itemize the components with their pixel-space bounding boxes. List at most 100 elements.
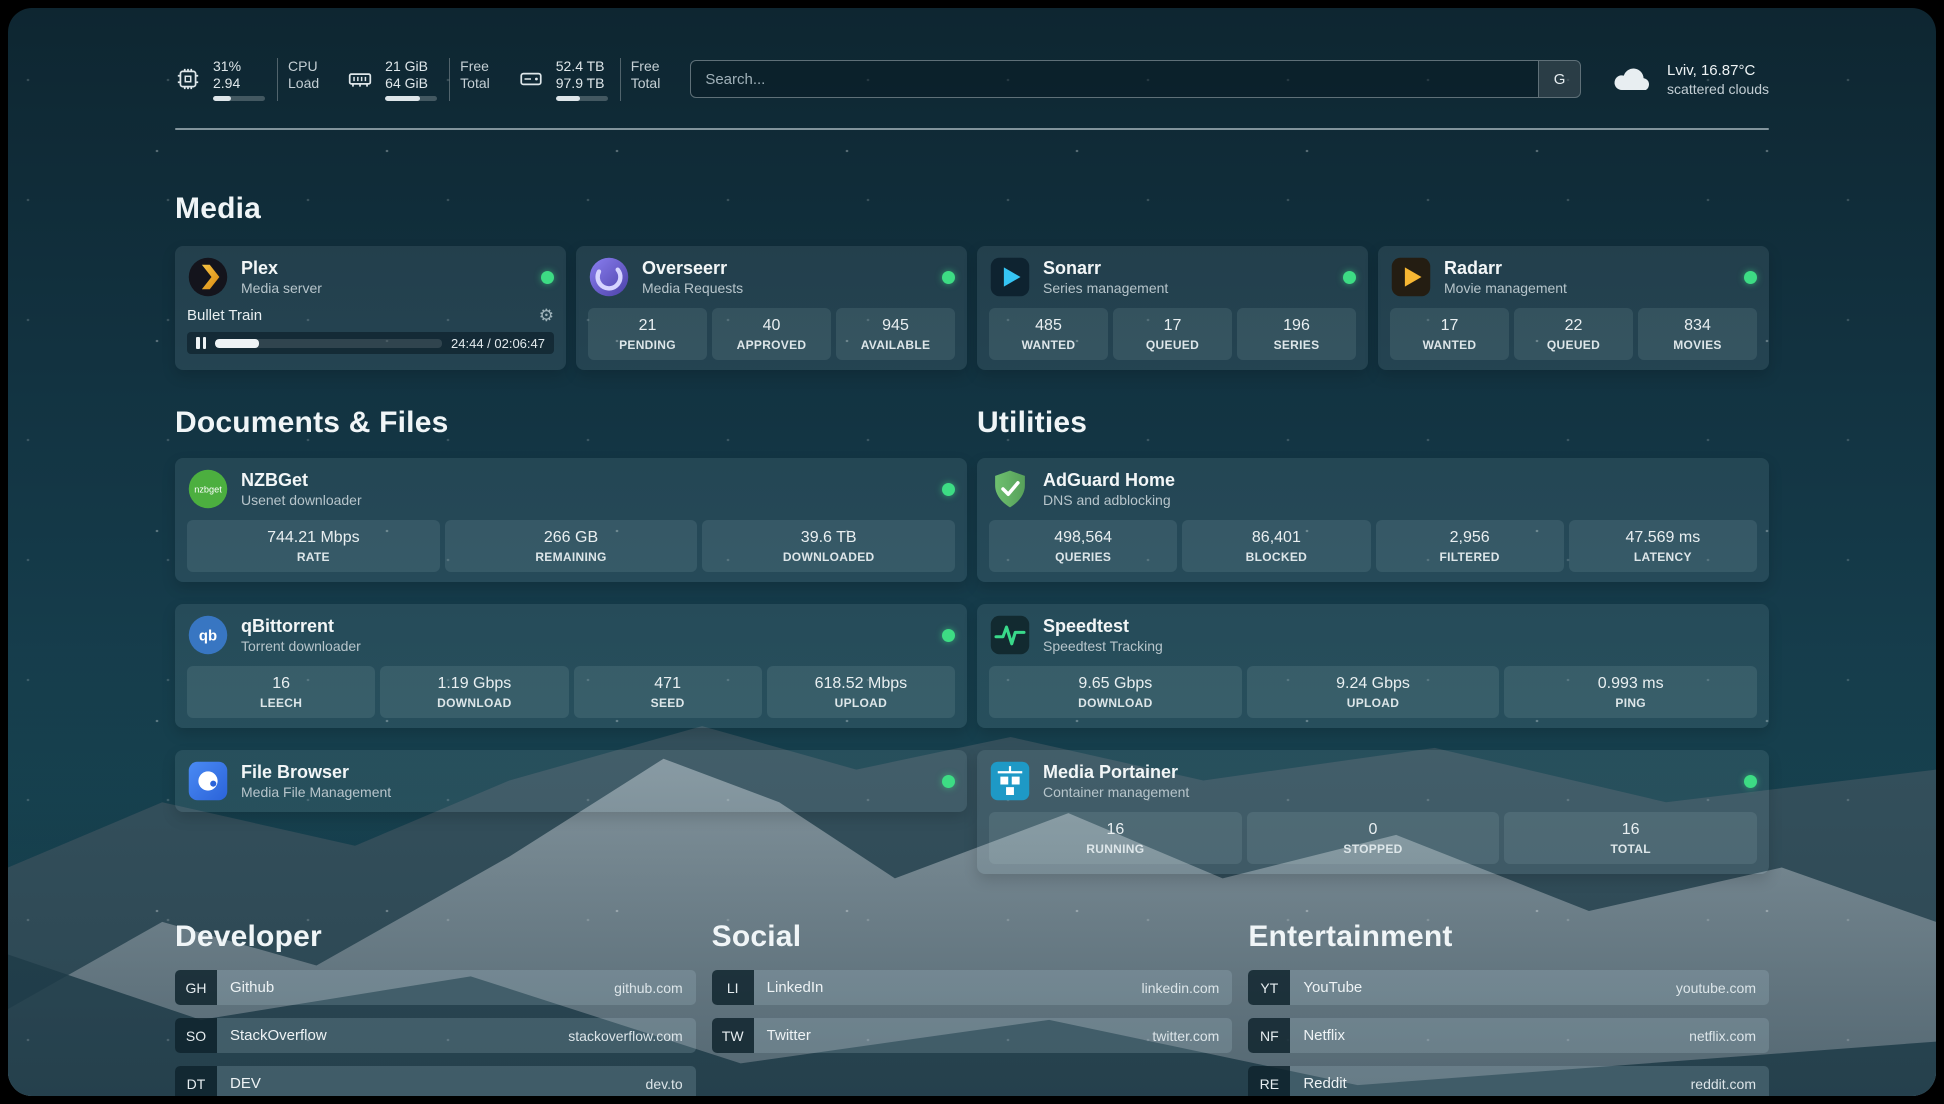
radarr-stats: 17 WANTED 22 QUEUED 834 MOVIES [1390,308,1757,360]
plex-settings-icon[interactable]: ⚙ [538,306,554,325]
search-engine-button[interactable]: G [1538,61,1581,97]
speedtest-stats: 9.65 Gbps DOWNLOAD 9.24 Gbps UPLOAD 0.993 … [989,666,1758,718]
stat-box: 17 QUEUED [1113,308,1232,360]
qbittorrent-status-dot [942,628,955,642]
stat-box: 196 SERIES [1237,308,1356,360]
bookmark-abbr: TW [711,1018,754,1053]
disk-values: 52.4 TB 97.9 TB [555,58,608,101]
stat-box: 16 TOTAL [1504,812,1758,864]
weather-widget: Lviv, 16.87°C scattered clouds [1611,61,1769,98]
portainer-header[interactable]: Media Portainer Container management [989,760,1757,802]
overseerr-name: Overseerr [642,258,728,278]
filebrowser-subtitle: Media File Management [241,784,392,800]
memory-values: 21 GiB 64 GiB [385,57,438,101]
plex-playback-bar: 24:44 / 02:06:47 [187,332,554,354]
bookmarks-entertainment: Entertainment YT YouTube youtube.com NF … [1248,918,1769,1096]
qbittorrent-icon: qb [187,614,229,656]
stat-box: 0 STOPPED [1246,812,1500,864]
app-card-nzbget: nzbget NZBGet Usenet downloader 744.21 M… [175,458,967,582]
stat-box: 0.993 ms PING [1504,666,1758,718]
qbittorrent-header[interactable]: qb qBittorrent Torrent downloader [187,614,955,656]
filebrowser-header[interactable]: File Browser Media File Management [187,760,955,802]
plex-header[interactable]: Plex Media server [187,256,554,298]
adguard-name: AdGuard Home [1043,470,1176,490]
bookmark-url: reddit.com [1690,1075,1756,1092]
app-card-speedtest: Speedtest Speedtest Tracking 9.65 Gbps DO… [977,604,1769,728]
plex-progress-track[interactable] [215,338,443,348]
plex-now-playing: Bullet Train [187,307,263,324]
app-card-portainer: Media Portainer Container management 16 R… [977,750,1769,874]
overseerr-header[interactable]: Overseerr Media Requests [588,256,955,298]
section-title-social: Social [711,920,802,953]
bookmark-reddit[interactable]: RE Reddit reddit.com [1248,1066,1769,1096]
bookmark-url: github.com [614,979,683,996]
filebrowser-name: File Browser [241,762,350,782]
sonarr-header[interactable]: Sonarr Series management [989,256,1356,298]
disk-icon [520,72,542,86]
overseerr-stats: 21 PENDING 40 APPROVED 945 AVAILABLE [588,308,955,360]
radarr-icon [1390,256,1432,298]
filebrowser-status-dot [942,774,955,788]
bookmark-stackoverflow[interactable]: SO StackOverflow stackoverflow.com [175,1018,696,1053]
stat-box: 744.21 Mbps RATE [187,520,440,572]
bookmark-url: dev.to [645,1075,683,1092]
svg-text:qb: qb [199,628,217,644]
dashboard: 31% 2.94 CPU Load [8,8,1936,1096]
cloud-icon [1614,68,1650,91]
radarr-header[interactable]: Radarr Movie management [1390,256,1757,298]
sonarr-subtitle: Series management [1043,280,1169,296]
bookmark-netflix[interactable]: NF Netflix netflix.com [1248,1018,1769,1053]
stat-box: 266 GB REMAINING [444,520,698,572]
nzbget-header[interactable]: nzbget NZBGet Usenet downloader [187,468,955,510]
bookmark-twitter[interactable]: TW Twitter twitter.com [711,1018,1233,1053]
bookmark-name: StackOverflow [230,1027,327,1044]
app-card-plex: Plex Media server Bullet Train ⚙ 24:44 /… [175,246,566,370]
adguard-header[interactable]: AdGuard Home DNS and adblocking [989,468,1757,510]
plex-status-dot [541,270,554,284]
bookmark-url: netflix.com [1689,1027,1756,1044]
stat-box: 47.569 ms LATENCY [1568,520,1757,572]
bookmark-linkedin[interactable]: LI LinkedIn linkedin.com [711,970,1233,1005]
section-title-entertainment: Entertainment [1248,920,1453,953]
weather-location: Lviv, 16.87°C [1667,61,1756,79]
radarr-subtitle: Movie management [1444,280,1567,296]
search-input[interactable] [690,60,1582,98]
topbar-divider [175,128,1769,130]
filebrowser-icon [187,760,229,802]
bookmark-url: linkedin.com [1141,979,1220,996]
weather-condition: scattered clouds [1667,80,1769,97]
app-card-qbittorrent: qb qBittorrent Torrent downloader 16 LEEC… [175,604,967,728]
stat-box: 1.19 Gbps DOWNLOAD [380,666,569,718]
sonarr-icon [989,256,1031,298]
cpu-labels: CPU Load [277,57,319,101]
memory-icon [348,73,372,87]
stat-box: 9.24 Gbps UPLOAD [1246,666,1500,718]
nzbget-subtitle: Usenet downloader [241,492,362,508]
pause-icon[interactable] [196,337,206,349]
app-card-radarr: Radarr Movie management 17 WANTED 22 QUEUE… [1378,246,1769,370]
cpu-progress-bar [213,95,265,101]
cpu-icon [177,68,199,90]
bookmark-github[interactable]: GH Github github.com [175,970,696,1005]
app-card-filebrowser: File Browser Media File Management [175,750,967,812]
bookmark-abbr: DT [175,1066,217,1096]
plex-now-playing-row: Bullet Train ⚙ [187,307,554,324]
sonarr-status-dot [1343,270,1356,284]
memory-free: 21 GiB [385,57,428,74]
cpu-percent: 31% [213,57,242,74]
stat-box: 618.52 Mbps UPLOAD [766,666,955,718]
disk-labels: Free Total [619,57,660,101]
speedtest-header[interactable]: Speedtest Speedtest Tracking [989,614,1757,656]
bookmark-youtube[interactable]: YT YouTube youtube.com [1248,970,1769,1005]
cpu-values: 31% 2.94 [213,58,265,101]
disk-total: 97.9 TB [555,74,605,91]
bookmarks-developer: Developer GH Github github.com SO StackO… [175,918,696,1096]
weather-text: Lviv, 16.87°C scattered clouds [1667,61,1769,98]
stat-box: 22 QUEUED [1514,308,1633,360]
radarr-name: Radarr [1444,258,1503,278]
bookmark-dev[interactable]: DT DEV dev.to [175,1066,696,1096]
portainer-subtitle: Container management [1043,784,1190,800]
bookmark-abbr: GH [175,970,217,1005]
overseerr-icon [588,256,630,298]
nzbget-stats: 744.21 Mbps RATE 266 GB REMAINING 39.6 TB D… [187,520,956,572]
